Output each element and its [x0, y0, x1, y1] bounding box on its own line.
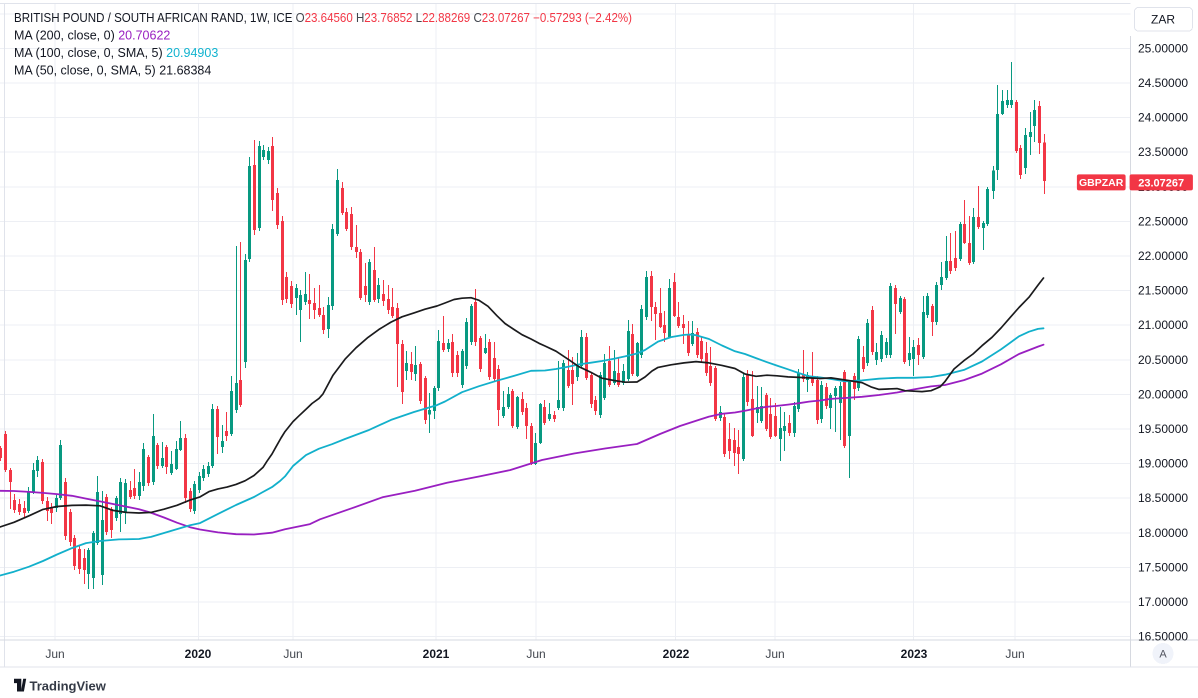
svg-text:23.07267: 23.07267 [1138, 177, 1184, 189]
svg-text:Jun: Jun [1005, 647, 1024, 661]
svg-text:2020: 2020 [185, 647, 212, 661]
svg-text:22.00000: 22.00000 [1138, 249, 1188, 263]
svg-text:24.50000: 24.50000 [1138, 76, 1188, 90]
svg-text:19.50000: 19.50000 [1138, 422, 1188, 436]
svg-text:MA (100, close, 0, SMA, 5) 20.: MA (100, close, 0, SMA, 5) 20.94903 [14, 46, 218, 60]
svg-text:2021: 2021 [423, 647, 450, 661]
svg-text:MA (50, close, 0, SMA, 5) 21.6: MA (50, close, 0, SMA, 5) 21.68384 [14, 64, 211, 78]
svg-text:24.00000: 24.00000 [1138, 111, 1188, 125]
svg-text:23.50000: 23.50000 [1138, 145, 1188, 159]
svg-text:22.50000: 22.50000 [1138, 214, 1188, 228]
svg-text:2022: 2022 [663, 647, 690, 661]
svg-text:A: A [1159, 649, 1167, 661]
svg-text:ZAR: ZAR [1151, 13, 1175, 27]
svg-text:Jun: Jun [765, 647, 784, 661]
svg-text:21.50000: 21.50000 [1138, 284, 1188, 298]
svg-text:TradingView: TradingView [30, 679, 107, 694]
svg-text:18.50000: 18.50000 [1138, 491, 1188, 505]
svg-text:MA (200, close, 0) 20.70622: MA (200, close, 0) 20.70622 [14, 29, 170, 43]
svg-text:Jun: Jun [45, 647, 64, 661]
svg-text:25.00000: 25.00000 [1138, 41, 1188, 55]
svg-text:18.00000: 18.00000 [1138, 526, 1188, 540]
svg-text:20.50000: 20.50000 [1138, 353, 1188, 367]
svg-text:19.00000: 19.00000 [1138, 457, 1188, 471]
svg-text:16.50000: 16.50000 [1138, 630, 1188, 644]
svg-text:GBPZAR: GBPZAR [1079, 177, 1124, 189]
svg-text:20.00000: 20.00000 [1138, 387, 1188, 401]
svg-text:BRITISH POUND / SOUTH AFRICAN: BRITISH POUND / SOUTH AFRICAN RAND, 1W, … [14, 11, 632, 25]
svg-text:17.50000: 17.50000 [1138, 560, 1188, 574]
svg-text:Jun: Jun [283, 647, 302, 661]
svg-text:21.00000: 21.00000 [1138, 318, 1188, 332]
svg-text:2023: 2023 [901, 647, 928, 661]
svg-text:Jun: Jun [526, 647, 545, 661]
svg-text:17.00000: 17.00000 [1138, 595, 1188, 609]
